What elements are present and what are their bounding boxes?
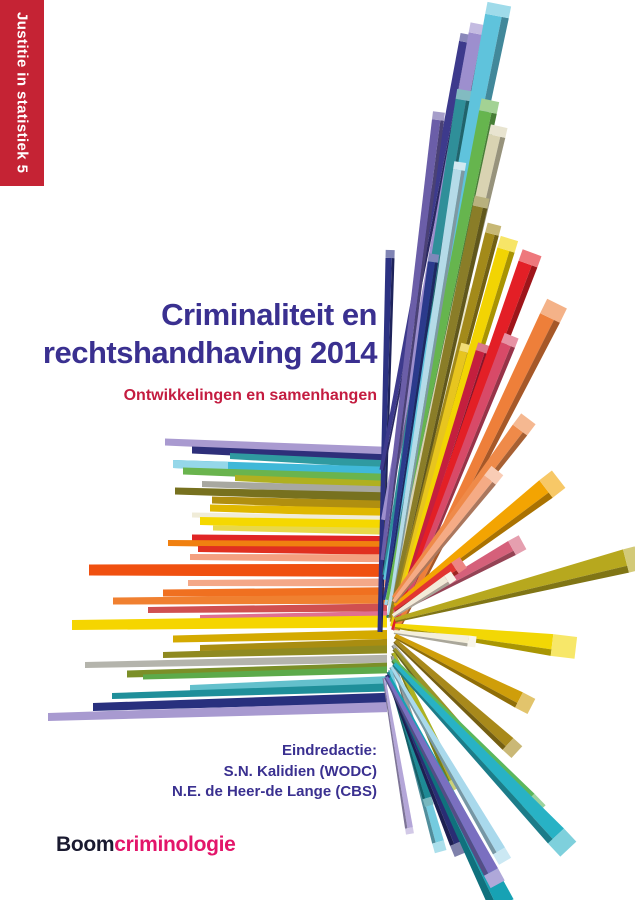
series-banner-label: Justitie in statistiek 5 [13,12,31,174]
publisher-logo: Boomcriminologie [56,833,236,857]
title-line2: rechtshandhaving 2014 [42,335,378,370]
series-banner: Justitie in statistiek 5 [0,0,44,186]
subtitle: Ontwikkelingen en samenhangen [123,387,377,404]
editors-heading: Eindredactie: [281,742,377,759]
editor-name: S.N. Kalidien (WODC) [223,762,377,780]
editors-block: Eindredactie: S.N. Kalidien (WODC) N.E. … [28,741,377,803]
title-block: Criminaliteit en rechtshandhaving 2014 O… [28,296,378,405]
publisher-logo-part1: Boom [56,833,115,856]
page-title: Criminaliteit en rechtshandhaving 2014 [28,296,378,372]
publisher-logo-part2: criminologie [114,833,236,856]
editor-name: N.E. de Heer-de Lange (CBS) [171,783,377,800]
title-line1: Criminaliteit en [161,297,377,332]
